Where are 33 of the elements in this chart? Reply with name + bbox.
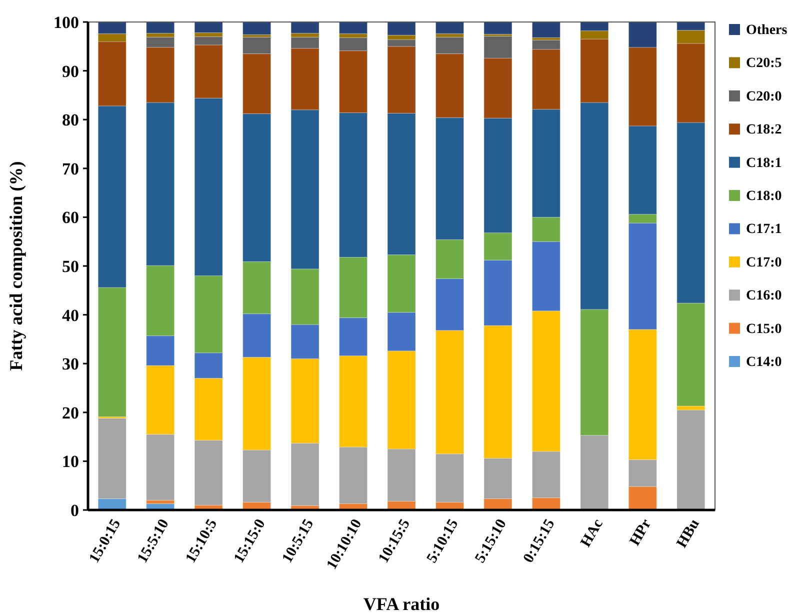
legend-label: Others [746,23,788,38]
y-tick-label: 30 [62,354,79,374]
y-tick-label: 0 [70,500,79,520]
legend-label: C17:0 [746,255,782,270]
bar [532,22,560,38]
legend-label: C14:0 [746,355,782,370]
y-tick-label: 20 [62,403,79,422]
legend-label: C15:0 [746,322,782,337]
legend-label: C18:0 [746,189,782,204]
y-tick-label: 100 [54,12,79,32]
legend-label: C18:1 [746,156,782,171]
x-axis-title: VFA ratio [363,594,440,614]
y-tick-label: 60 [62,208,79,228]
bar [194,22,223,33]
bar [676,410,706,510]
legend-label: C20:0 [746,89,782,104]
y-axis-title: Fatty acid composition (%) [6,161,26,371]
y-tick-label: 50 [62,256,79,276]
y-tick-label: 80 [62,110,79,130]
bar [435,22,464,34]
bar [484,22,512,34]
y-tick-label: 10 [62,452,79,472]
legend-label: C16:0 [746,288,782,304]
legend-label: C18:2 [746,122,782,138]
legend-label: C17:1 [746,222,782,238]
y-tick-label: 70 [62,159,79,178]
legend-label: C20:5 [746,56,782,72]
bar [339,22,368,34]
bar [290,22,320,34]
bar [242,22,272,35]
bar [146,22,175,34]
y-tick-label: 40 [62,306,79,325]
y-tick-label: 90 [62,62,79,81]
